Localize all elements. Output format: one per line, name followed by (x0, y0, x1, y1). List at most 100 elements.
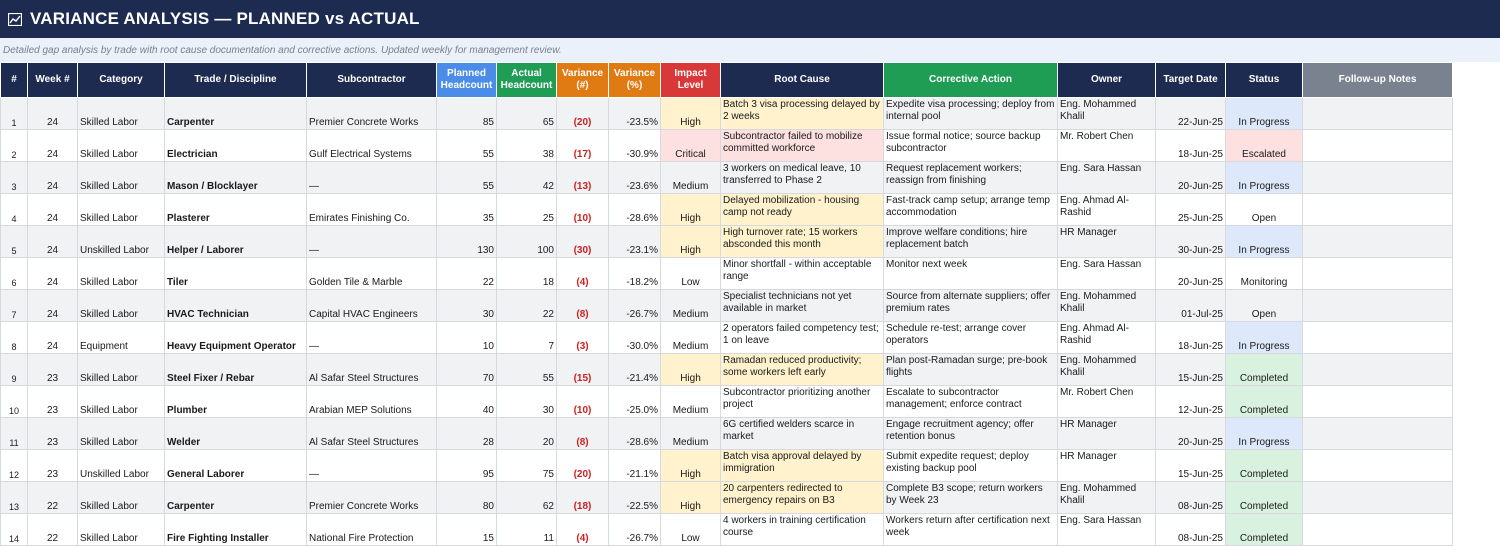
trade-cell: HVAC Technician (164, 289, 307, 322)
root-cause-cell: Specialist technicians not yet available… (720, 289, 884, 322)
followup-notes-cell[interactable] (1302, 225, 1453, 258)
table-row[interactable]: 6 24 Skilled Labor Tiler Golden Tile & Marbl… (0, 257, 1453, 290)
root-cause-cell: Subcontractor failed to mobilize committ… (720, 129, 884, 162)
week-cell: 24 (27, 289, 78, 322)
followup-notes-cell[interactable] (1302, 97, 1453, 130)
status-cell: Completed (1225, 449, 1303, 482)
trade-cell: Carpenter (164, 481, 307, 514)
table-row[interactable]: 9 23 Skilled Labor Steel Fixer / Rebar Al Sa… (0, 353, 1453, 386)
owner-cell: Eng. Ahmad Al-Rashid (1057, 193, 1156, 226)
table-row[interactable]: 11 23 Skilled Labor Welder Al Safar Steel St… (0, 417, 1453, 450)
col-planned-header[interactable]: Planned Headcount (436, 62, 497, 98)
subcontractor-cell: Emirates Finishing Co. (306, 193, 437, 226)
table-row[interactable]: 7 24 Skilled Labor HVAC Technician Capital H… (0, 289, 1453, 322)
table-row[interactable]: 3 24 Skilled Labor Mason / Blocklayer —55 42(… (0, 161, 1453, 194)
actual-cell: 55 (496, 353, 557, 386)
table-row[interactable]: 10 23 Skilled Labor Plumber Arabian MEP Solu… (0, 385, 1453, 418)
col-impact-header[interactable]: Impact Level (660, 62, 721, 98)
col-week-header[interactable]: Week # (27, 62, 78, 98)
variance-num-cell: (17) (556, 129, 609, 162)
planned-cell: 55 (436, 161, 497, 194)
week-cell: 23 (27, 449, 78, 482)
col-variance-num-header[interactable]: Variance (#) (556, 62, 609, 98)
impact-cell: High (660, 353, 721, 386)
table-row[interactable]: 14 22 Skilled Labor Fire Fighting Installer… (0, 513, 1453, 546)
root-cause-cell: Subcontractor prioritizing another proje… (720, 385, 884, 418)
planned-cell: 35 (436, 193, 497, 226)
status-cell: In Progress (1225, 97, 1303, 130)
followup-notes-cell[interactable] (1302, 129, 1453, 162)
target-date-cell: 20-Jun-25 (1155, 417, 1226, 450)
variance-num-cell: (30) (556, 225, 609, 258)
col-followup-notes-header[interactable]: Follow-up Notes (1302, 62, 1453, 98)
followup-notes-cell[interactable] (1302, 257, 1453, 290)
trade-cell: Tiler (164, 257, 307, 290)
followup-notes-cell[interactable] (1302, 289, 1453, 322)
target-date-cell: 15-Jun-25 (1155, 449, 1226, 482)
week-cell: 24 (27, 97, 78, 130)
category-cell: Skilled Labor (77, 257, 165, 290)
table-row[interactable]: 1 24 Skilled Labor Carpenter Premier Concret… (0, 97, 1453, 130)
followup-notes-cell[interactable] (1302, 449, 1453, 482)
target-date-cell: 20-Jun-25 (1155, 161, 1226, 194)
col-variance-pct-header[interactable]: Variance (%) (608, 62, 661, 98)
variance-pct-cell: -28.6% (608, 417, 661, 450)
planned-cell: 15 (436, 513, 497, 546)
followup-notes-cell[interactable] (1302, 385, 1453, 418)
actual-cell: 7 (496, 321, 557, 354)
col-corrective-action-header[interactable]: Corrective Action (883, 62, 1058, 98)
table-row[interactable]: 2 24 Skilled Labor Electrician Gulf Electric… (0, 129, 1453, 162)
variance-pct-cell: -21.1% (608, 449, 661, 482)
variance-num-cell: (10) (556, 385, 609, 418)
col-subcontractor-header[interactable]: Subcontractor (306, 62, 437, 98)
root-cause-cell: Minor shortfall - within acceptable rang… (720, 257, 884, 290)
variance-num-cell: (15) (556, 353, 609, 386)
col-category-header[interactable]: Category (77, 62, 165, 98)
col-num-header[interactable]: # (0, 62, 28, 98)
followup-notes-cell[interactable] (1302, 353, 1453, 386)
impact-cell: Medium (660, 417, 721, 450)
table-row[interactable]: 5 24 Unskilled Labor Helper / Laborer —130 10… (0, 225, 1453, 258)
root-cause-cell: Batch 3 visa processing delayed by 2 wee… (720, 97, 884, 130)
followup-notes-cell[interactable] (1302, 321, 1453, 354)
actual-cell: 42 (496, 161, 557, 194)
impact-cell: Medium (660, 289, 721, 322)
impact-cell: Medium (660, 161, 721, 194)
trade-cell: Mason / Blocklayer (164, 161, 307, 194)
actual-cell: 100 (496, 225, 557, 258)
impact-cell: High (660, 481, 721, 514)
owner-cell: Eng. Sara Hassan (1057, 257, 1156, 290)
followup-notes-cell[interactable] (1302, 193, 1453, 226)
subcontractor-cell: Golden Tile & Marble (306, 257, 437, 290)
table-row[interactable]: 8 24 Equipment Heavy Equipment Operator —10 7… (0, 321, 1453, 354)
followup-notes-cell[interactable] (1302, 481, 1453, 514)
col-trade-header[interactable]: Trade / Discipline (164, 62, 307, 98)
target-date-cell: 08-Jun-25 (1155, 513, 1226, 546)
category-cell: Unskilled Labor (77, 449, 165, 482)
chart-icon (8, 12, 22, 26)
col-actual-header[interactable]: Actual Headcount (496, 62, 557, 98)
col-target-date-header[interactable]: Target Date (1155, 62, 1226, 98)
status-cell: Monitoring (1225, 257, 1303, 290)
root-cause-cell: Delayed mobilization - housing camp not … (720, 193, 884, 226)
col-owner-header[interactable]: Owner (1057, 62, 1156, 98)
corrective-action-cell: Issue formal notice; source backup subco… (883, 129, 1058, 162)
subcontractor-cell: — (306, 321, 437, 354)
week-cell: 24 (27, 129, 78, 162)
variance-num-cell: (4) (556, 257, 609, 290)
trade-cell: Electrician (164, 129, 307, 162)
owner-cell: HR Manager (1057, 417, 1156, 450)
table-row[interactable]: 4 24 Skilled Labor Plasterer Emirates Finish… (0, 193, 1453, 226)
followup-notes-cell[interactable] (1302, 417, 1453, 450)
row-number: 2 (0, 129, 28, 162)
impact-cell: High (660, 449, 721, 482)
table-row[interactable]: 12 23 Unskilled Labor General Laborer —95 75(… (0, 449, 1453, 482)
target-date-cell: 18-Jun-25 (1155, 129, 1226, 162)
target-date-cell: 18-Jun-25 (1155, 321, 1226, 354)
table-row[interactable]: 13 22 Skilled Labor Carpenter Premier Concre… (0, 481, 1453, 514)
followup-notes-cell[interactable] (1302, 161, 1453, 194)
followup-notes-cell[interactable] (1302, 513, 1453, 546)
col-root-cause-header[interactable]: Root Cause (720, 62, 884, 98)
col-status-header[interactable]: Status (1225, 62, 1303, 98)
week-cell: 24 (27, 257, 78, 290)
